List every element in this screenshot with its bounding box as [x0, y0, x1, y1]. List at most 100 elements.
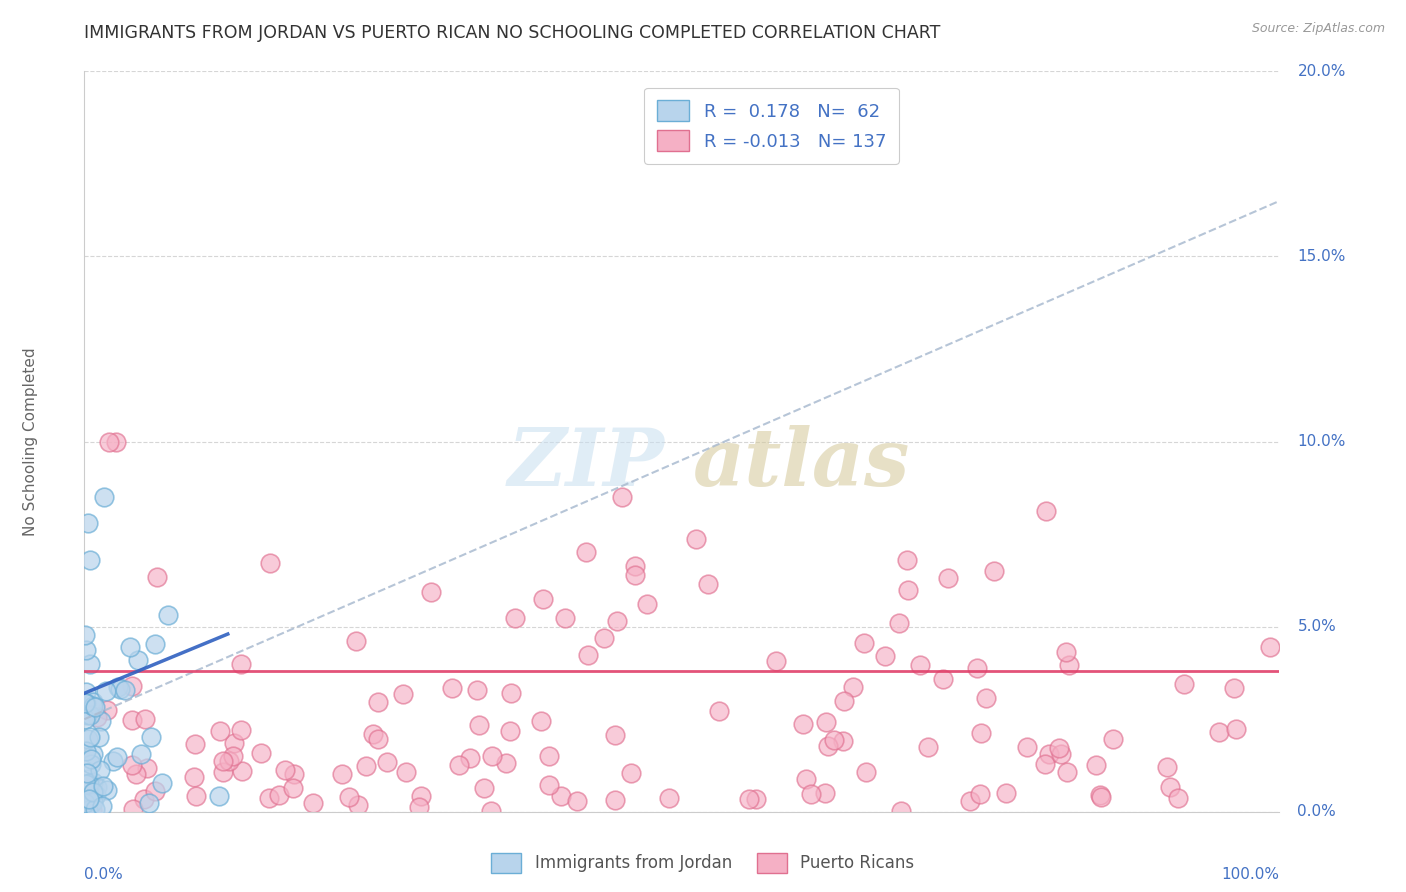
Point	[765, 655, 787, 669]
Point	[101, 754, 124, 768]
Point	[966, 661, 988, 675]
Point	[82, 795, 104, 809]
Point	[538, 749, 561, 764]
Point	[574, 544, 596, 558]
Point	[143, 637, 166, 651]
Point	[479, 804, 502, 818]
Point	[1223, 681, 1246, 696]
Point	[576, 648, 599, 662]
Point	[842, 680, 865, 694]
Point	[910, 658, 932, 673]
Point	[1038, 747, 1060, 762]
Point	[75, 744, 97, 758]
Point	[129, 747, 152, 762]
Point	[1047, 740, 1070, 755]
Point	[606, 615, 628, 629]
Point	[274, 763, 297, 777]
Point	[80, 757, 103, 772]
Point	[823, 733, 845, 747]
Point	[851, 109, 873, 123]
Point	[605, 728, 627, 742]
Text: atlas: atlas	[693, 425, 910, 502]
Point	[890, 805, 912, 819]
Point	[281, 781, 304, 796]
Point	[267, 788, 290, 802]
Point	[136, 761, 159, 775]
Point	[395, 765, 418, 780]
Point	[84, 789, 107, 803]
Point	[73, 628, 96, 642]
Text: 0.0%: 0.0%	[1298, 805, 1336, 819]
Point	[794, 772, 817, 786]
Point	[121, 801, 143, 815]
Legend: Immigrants from Jordan, Puerto Ricans: Immigrants from Jordan, Puerto Ricans	[485, 847, 921, 880]
Point	[150, 776, 173, 790]
Point	[685, 533, 707, 547]
Point	[229, 657, 252, 671]
Point	[1167, 790, 1189, 805]
Point	[82, 695, 104, 709]
Point	[224, 736, 246, 750]
Point	[211, 764, 233, 779]
Point	[73, 712, 96, 726]
Point	[959, 794, 981, 808]
Point	[73, 799, 96, 814]
Point	[1225, 722, 1247, 736]
Point	[467, 683, 489, 698]
Point	[337, 789, 360, 804]
Point	[347, 798, 370, 813]
Point	[90, 798, 112, 813]
Point	[887, 615, 910, 630]
Point	[77, 775, 100, 789]
Point	[249, 746, 271, 760]
Point	[89, 764, 111, 778]
Point	[976, 691, 998, 706]
Point	[229, 723, 252, 737]
Point	[82, 803, 104, 817]
Point	[800, 787, 823, 801]
Point	[817, 739, 839, 754]
Point	[392, 687, 415, 701]
Point	[367, 695, 389, 709]
Point	[84, 802, 107, 816]
Point	[107, 680, 129, 694]
Point	[658, 790, 681, 805]
Point	[636, 597, 658, 611]
Point	[550, 789, 572, 804]
Point	[707, 704, 730, 718]
Point	[1035, 504, 1057, 518]
Point	[554, 611, 576, 625]
Point	[994, 786, 1017, 800]
Point	[624, 568, 647, 582]
Point	[127, 653, 149, 667]
Point	[80, 752, 103, 766]
Point	[565, 794, 588, 808]
Point	[1208, 725, 1230, 739]
Point	[90, 714, 112, 728]
Point	[1173, 677, 1195, 691]
Point	[503, 610, 526, 624]
Point	[118, 640, 141, 654]
Point	[411, 789, 433, 804]
Point	[1056, 765, 1078, 780]
Point	[259, 556, 281, 570]
Point	[832, 694, 855, 708]
Point	[696, 576, 718, 591]
Point	[283, 767, 305, 781]
Point	[82, 775, 104, 789]
Point	[108, 682, 131, 697]
Point	[481, 749, 503, 764]
Point	[96, 703, 118, 717]
Point	[145, 784, 167, 798]
Point	[75, 800, 97, 814]
Point	[77, 516, 100, 530]
Point	[105, 434, 128, 449]
Point	[938, 571, 960, 585]
Point	[472, 780, 495, 795]
Point	[141, 731, 163, 745]
Point	[75, 793, 97, 807]
Text: 100.0%: 100.0%	[1222, 867, 1279, 882]
Point	[86, 780, 108, 795]
Point	[146, 570, 169, 584]
Point	[76, 643, 98, 657]
